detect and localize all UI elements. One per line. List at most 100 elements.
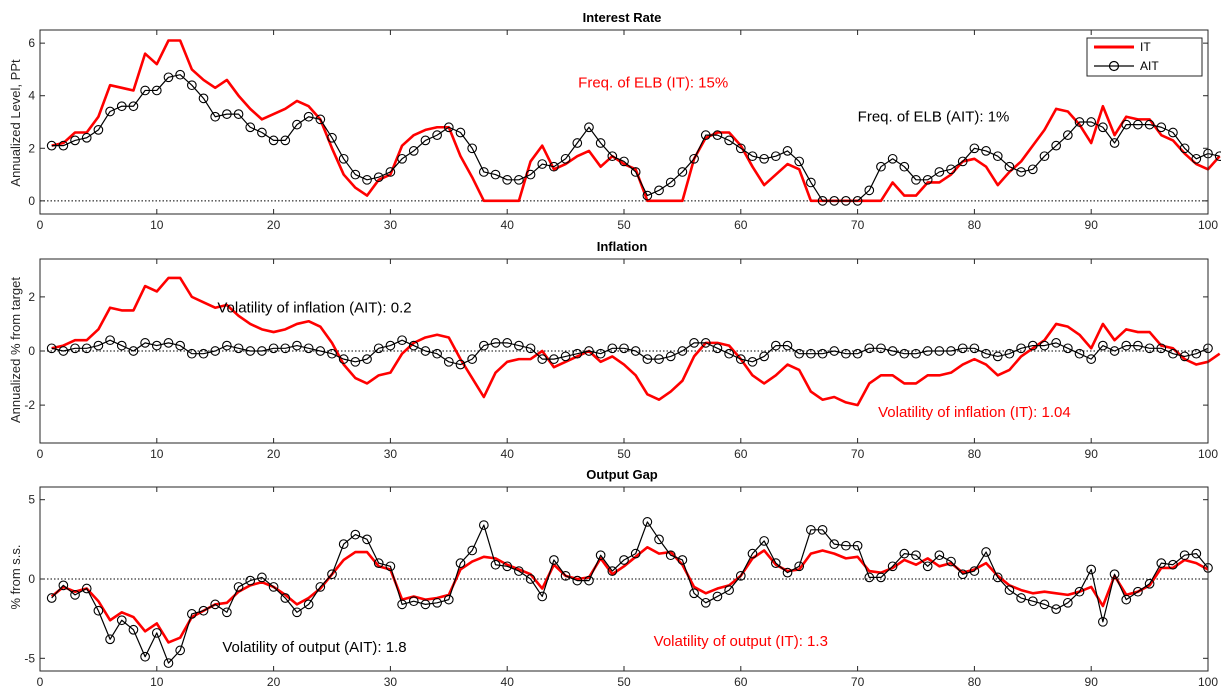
data-point-ait [1027, 164, 1038, 175]
data-point-ait [1133, 119, 1143, 130]
data-point-ait [724, 348, 734, 359]
data-point-ait [782, 340, 793, 351]
data-point-ait [373, 558, 384, 568]
data-point-ait [712, 591, 723, 602]
data-point-ait [817, 196, 828, 206]
x-tick-label: 0 [37, 447, 44, 461]
data-point-ait [595, 348, 606, 359]
data-point-ait [186, 348, 197, 359]
data-point-ait [525, 343, 536, 354]
data-point-ait [1074, 586, 1085, 597]
data-point-ait [899, 548, 910, 559]
data-point-ait [560, 570, 571, 581]
x-tick-label: 30 [384, 218, 398, 232]
data-point-ait [245, 346, 256, 356]
data-point-ait [607, 151, 618, 162]
data-point-ait [665, 550, 676, 561]
data-point-ait [922, 346, 933, 356]
panel-output-gap: Output Gap % from s.s. 0 10 20 30 40 50 60 70 80… [8, 467, 1218, 689]
data-point-ait [689, 153, 699, 164]
data-point-ait [642, 190, 653, 201]
data-point-ait [1179, 351, 1190, 362]
y-tick-label: 0 [28, 194, 35, 208]
data-point-ait [607, 343, 618, 354]
x-tick-label: 100 [1198, 447, 1218, 461]
data-point-ait [747, 356, 758, 367]
series-line-ait [51, 339, 1209, 366]
data-point-ait [140, 338, 150, 348]
x-tick-label: 10 [150, 447, 164, 461]
data-point-ait [630, 346, 641, 356]
data-point-ait [443, 122, 454, 133]
legend-marker-ait [1108, 60, 1120, 72]
x-tick-label: 30 [384, 675, 398, 689]
data-point-ait [794, 156, 805, 167]
data-point-ait [327, 132, 337, 143]
data-point-ait [1016, 343, 1026, 354]
data-point-ait [1074, 117, 1085, 127]
data-point-ait [969, 143, 980, 154]
data-point-ait [210, 346, 221, 356]
data-point-ait [876, 161, 886, 172]
data-point-ait [467, 354, 478, 364]
data-point-ait [946, 556, 956, 567]
data-point-ait [829, 196, 840, 206]
data-point-ait [1098, 122, 1108, 133]
data-point-ait [1168, 127, 1178, 138]
data-point-ait [1121, 594, 1132, 605]
data-point-ait [852, 196, 863, 206]
data-point-ait [665, 351, 676, 362]
data-point-ait [1004, 585, 1015, 595]
data-point-ait [292, 340, 302, 351]
data-point-ait [327, 569, 337, 580]
data-point-ait [1016, 593, 1026, 603]
data-point-ait [210, 111, 221, 122]
data-point-ait [700, 338, 711, 348]
data-point-ait [1168, 559, 1178, 570]
y-tick-label: 2 [28, 290, 35, 304]
data-point-ait [222, 340, 232, 351]
x-tick-label: 100 [1198, 675, 1218, 689]
data-point-ait [186, 609, 197, 619]
data-point-ait [887, 561, 898, 572]
data-point-ait [572, 348, 583, 359]
data-point-ait [934, 346, 945, 356]
data-point-ait [922, 561, 933, 572]
data-point-ait [455, 558, 466, 568]
data-point-ait [735, 143, 746, 154]
data-point-ait [770, 558, 781, 568]
data-point-ait [315, 114, 326, 125]
data-point-ait [46, 140, 57, 151]
data-point-ait [397, 153, 407, 164]
data-point-ait [957, 343, 968, 354]
data-point-ait [432, 597, 442, 608]
data-point-ait [549, 354, 559, 364]
data-point-ait [619, 156, 629, 167]
data-point-ait [841, 348, 851, 359]
data-point-ait [257, 127, 267, 138]
data-point-ait [1156, 343, 1167, 354]
data-point-ait [759, 153, 770, 164]
data-point-ait [992, 351, 1003, 362]
data-point-ait [899, 348, 910, 359]
x-tick-label: 90 [1085, 675, 1099, 689]
data-point-ait [735, 354, 746, 364]
data-point-ait [514, 566, 524, 576]
data-point-ait [93, 340, 104, 351]
data-point-ait [689, 588, 699, 599]
data-point-ait [747, 151, 758, 162]
data-point-ait [911, 348, 921, 359]
data-point-ait [782, 567, 793, 578]
x-tick-label: 60 [734, 675, 748, 689]
legend: IT AIT [1086, 37, 1203, 77]
annotation: Volatility of output (AIT): 1.8 [222, 639, 406, 656]
data-point-ait [1168, 348, 1178, 359]
panel-title: Interest Rate [583, 10, 662, 25]
data-point-ait [327, 348, 337, 359]
data-point-ait [794, 348, 805, 359]
annotation: Freq. of ELB (AIT): 1% [858, 109, 1010, 126]
data-point-ait [128, 624, 139, 635]
y-tick-label: -5 [24, 651, 35, 665]
data-point-ait [443, 356, 454, 367]
data-point-ait [572, 138, 583, 148]
